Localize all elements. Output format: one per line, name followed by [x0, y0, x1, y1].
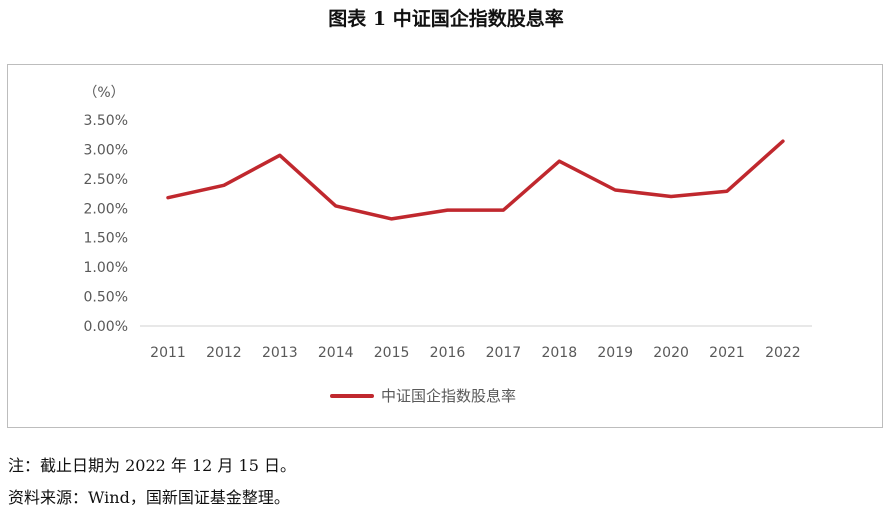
y-tick-label: 2.00% — [84, 201, 128, 217]
y-tick-label: 1.50% — [84, 231, 128, 247]
footnote-source: 资料来源：Wind，国新国证基金整理。 — [8, 488, 290, 507]
x-tick-label: 2018 — [541, 345, 577, 361]
x-tick-label: 2016 — [430, 345, 466, 361]
y-tick-label: 0.50% — [84, 290, 128, 306]
y-tick-label: 2.50% — [84, 172, 128, 188]
x-tick-label: 2017 — [486, 345, 522, 361]
x-tick-label: 2019 — [597, 345, 633, 361]
x-tick-label: 2013 — [262, 345, 298, 361]
y-axis-ticks: 0.00% 0.50% 1.00% 1.50% 2.00% 2.50% 3.00% 3.50% — [84, 113, 128, 335]
legend-label: 中证国企指数股息率 — [381, 387, 516, 405]
y-tick-label: 1.00% — [84, 260, 128, 276]
x-tick-label: 2015 — [374, 345, 410, 361]
figure-title: 图表 1 中证国企指数股息率 — [328, 8, 564, 30]
series-line-soe-dividend-yield — [166, 139, 785, 221]
x-tick-label: 2011 — [150, 345, 186, 361]
y-tick-label: 3.50% — [84, 113, 128, 129]
x-tick-label: 2022 — [765, 345, 801, 361]
x-tick-label: 2021 — [709, 345, 745, 361]
chart-frame — [7, 64, 883, 428]
x-axis-ticks: 2011 2012 2013 2014 2015 2016 2017 2018 2019 2020… — [150, 345, 801, 361]
y-tick-label: 3.00% — [84, 142, 128, 158]
y-tick-label: 0.00% — [84, 319, 128, 335]
x-tick-label: 2014 — [318, 345, 354, 361]
y-axis-label: （%） — [83, 85, 124, 101]
x-tick-label: 2020 — [653, 345, 689, 361]
footnote-date: 注：截止日期为 2022 年 12 月 15 日。 — [8, 456, 296, 475]
x-tick-label: 2012 — [206, 345, 242, 361]
